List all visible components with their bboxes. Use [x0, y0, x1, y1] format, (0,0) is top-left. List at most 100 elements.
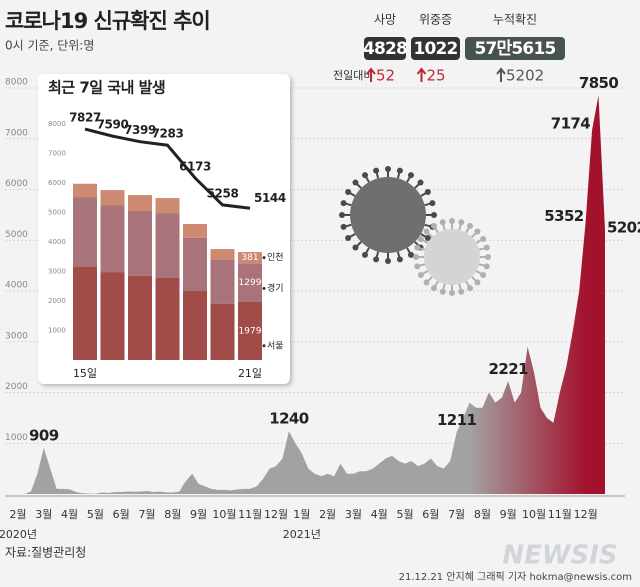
legend-label: 서울	[267, 340, 284, 351]
bar-segment	[155, 198, 180, 214]
total-label: 7399	[124, 123, 156, 137]
x-tick-label: 11월	[548, 508, 572, 521]
total-label: 7590	[97, 118, 129, 132]
virus-spike-tip	[414, 263, 421, 270]
source: 자료:질병관리청	[5, 546, 86, 560]
x-tick-label: 4월	[61, 508, 78, 521]
virus-spike-tip	[413, 254, 419, 260]
total-label: 7827	[69, 111, 101, 125]
main-chart: 2월 3월 4월 5월 6월 7월 8월 9월 10월 11월 12월 1월 2월 3월 4월 5월 6월 7월 8…	[0, 74, 640, 541]
x-tick-label: 8월	[474, 508, 491, 521]
bar-segment	[238, 252, 262, 264]
bar-segment	[73, 183, 97, 198]
x-tick-label: 5월	[396, 508, 413, 521]
stat-change: 52	[376, 67, 395, 85]
bar-segment	[128, 195, 152, 212]
virus-spike-tip	[431, 285, 437, 292]
virus-spike-tip	[467, 222, 473, 229]
value-label: 1211	[437, 411, 477, 429]
bar-segment	[100, 272, 125, 360]
year-label: 2020년	[0, 528, 37, 541]
inset-title: 최근 7일 국내 발생	[48, 79, 165, 97]
x-tick-label: 7월	[448, 508, 465, 521]
virus-spike-tip	[431, 212, 437, 218]
value-label: 909	[29, 426, 59, 444]
virus-spike-tip	[439, 288, 446, 295]
y-tick-label: 6000	[5, 179, 28, 189]
virus-spike-tip	[449, 218, 455, 224]
stat-value: 57만5615	[474, 39, 555, 59]
inset-y-tick-label: 5000	[48, 209, 66, 217]
inset-chart: 최근 7일 국내 발생 1000 2000 3000 4000 5000 6000 7000 8…	[48, 79, 286, 381]
up-arrow	[416, 67, 427, 82]
virus-spike-tip	[439, 219, 446, 226]
virus-spike-tip	[385, 166, 391, 172]
virus-spike-tip	[474, 228, 481, 235]
subtitle: 0시 기준, 단위:명	[5, 39, 94, 53]
inset-y-tick-label: 7000	[48, 150, 66, 158]
year-label: 2021년	[283, 528, 321, 541]
up-arrow	[496, 67, 506, 82]
virus-spike-tip	[480, 236, 487, 242]
x-tick-label: 6월	[113, 508, 130, 521]
stat-box	[465, 37, 565, 60]
bar-segment	[183, 237, 207, 291]
y-tick-label: 8000	[5, 78, 28, 88]
y-tick-label: 2000	[5, 382, 28, 392]
virus-spike-tip	[423, 228, 430, 235]
stats: 사망 4828 52 위중증 1022 25 누적확진 57만5615 5202	[363, 13, 565, 85]
virus-spike-tip	[458, 288, 465, 295]
segment-label: 1979	[239, 326, 262, 336]
virus-spike-tip	[417, 179, 424, 186]
x-tick-label: 9월	[190, 508, 207, 521]
bar-segment	[155, 213, 180, 278]
virus-spike-tip	[429, 200, 436, 207]
inset-y-tick-label: 6000	[48, 179, 66, 187]
virus-spike-tip	[417, 272, 424, 278]
bar-segment	[128, 211, 152, 276]
value-label: 5352	[544, 207, 584, 225]
virus-spike-tip	[352, 179, 359, 186]
virus-spike-tip	[458, 219, 465, 226]
y-tick-label: 1000	[5, 433, 28, 443]
stat-change: 5202	[506, 67, 544, 85]
inset-y-tick-label: 8000	[48, 120, 66, 128]
bar-segment	[183, 290, 207, 360]
x-tick-label: 9월	[500, 508, 517, 521]
virus-spike-tip	[339, 212, 345, 218]
logo: NEWSIS	[502, 541, 617, 571]
virus-spike-tip	[424, 189, 431, 195]
value-label: 5202	[607, 218, 640, 236]
virus-spike-tip	[423, 279, 430, 286]
bar-segment	[210, 303, 235, 360]
stat-box	[411, 37, 460, 60]
y-tick-label: 5000	[5, 230, 28, 240]
value-label: 2221	[489, 360, 529, 378]
total-label: 5144	[254, 191, 286, 205]
virus-spike-tip	[345, 189, 352, 195]
bar-segment	[210, 249, 235, 260]
stat-change: 25	[427, 67, 446, 85]
x-tick-label: 2월	[319, 508, 336, 521]
bar-segment	[238, 301, 262, 360]
x-tick-label: 21일	[238, 366, 262, 380]
legend-label: 인천	[267, 252, 284, 263]
virus-spike-tip	[340, 200, 347, 207]
legend-dot	[262, 256, 266, 260]
x-tick-label: 12월	[574, 508, 598, 521]
x-tick-label: 10월	[522, 508, 546, 521]
virus-spike-tip	[431, 222, 437, 229]
virus-spike-tip	[408, 251, 414, 258]
stat-label: 위중증	[419, 13, 452, 27]
total-label: 7283	[152, 127, 184, 141]
virus-body	[350, 177, 426, 253]
virus-spike-tip	[414, 244, 421, 251]
virus-spike-tip	[385, 258, 391, 264]
stat-label: 누적확진	[493, 13, 537, 27]
inset-y-tick-label: 2000	[48, 297, 66, 305]
virus-spike-tip	[474, 279, 481, 286]
bar-segment	[100, 190, 125, 206]
virus-spike-tip	[373, 167, 380, 174]
virus-spike-tip	[467, 285, 473, 292]
